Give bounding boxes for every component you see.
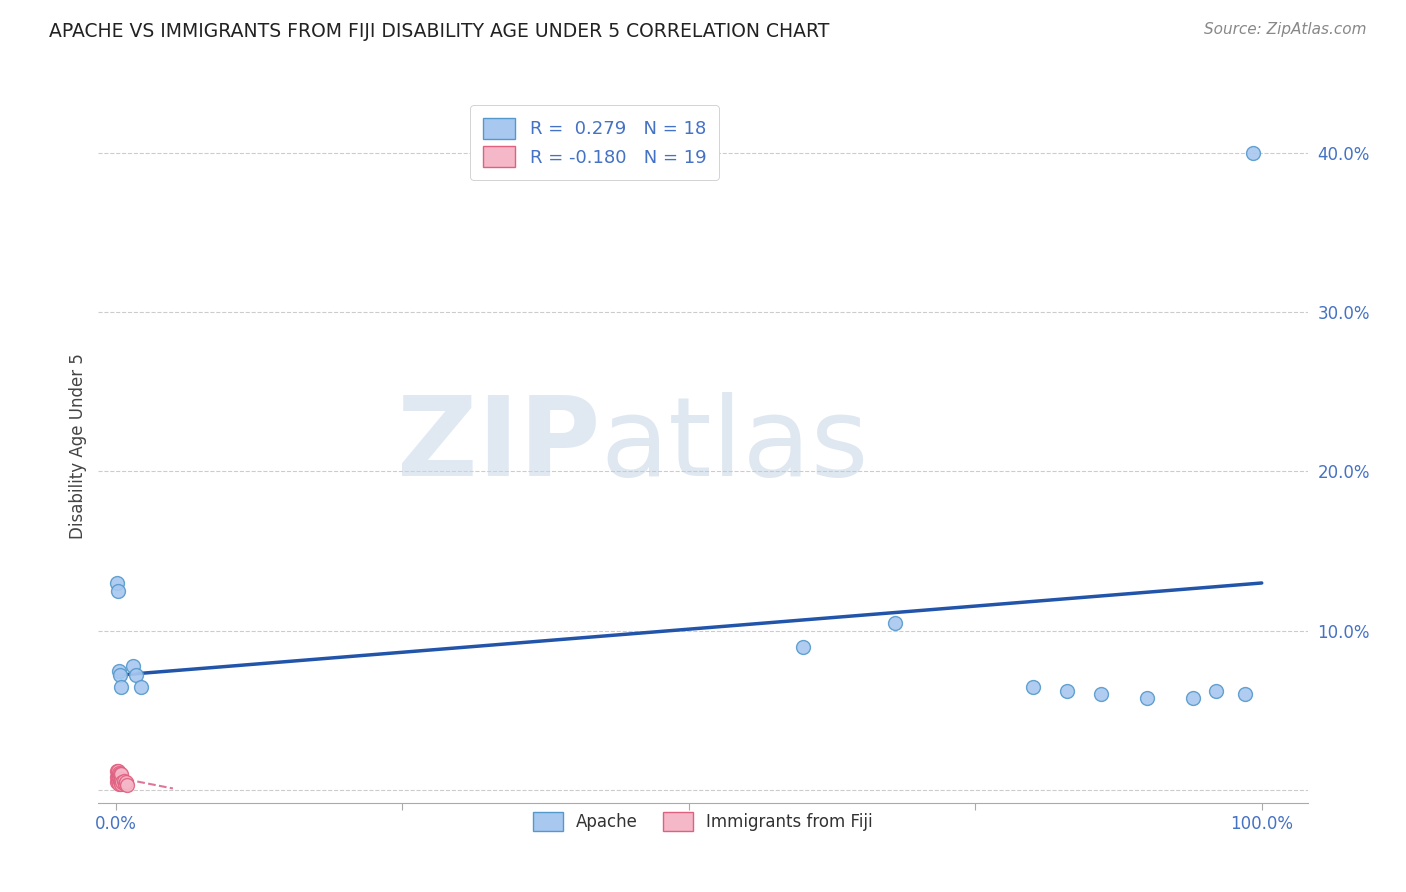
Y-axis label: Disability Age Under 5: Disability Age Under 5 xyxy=(69,353,87,539)
Point xyxy=(1056,684,1078,698)
Text: APACHE VS IMMIGRANTS FROM FIJI DISABILITY AGE UNDER 5 CORRELATION CHART: APACHE VS IMMIGRANTS FROM FIJI DISABILIT… xyxy=(49,22,830,41)
Point xyxy=(105,576,128,591)
Point xyxy=(108,770,131,784)
Point xyxy=(107,764,129,778)
Point xyxy=(129,680,152,694)
Point xyxy=(107,769,129,783)
Point xyxy=(105,775,128,789)
Point xyxy=(107,583,129,598)
Point xyxy=(105,764,128,778)
Legend: Apache, Immigrants from Fiji: Apache, Immigrants from Fiji xyxy=(520,798,886,845)
Text: Source: ZipAtlas.com: Source: ZipAtlas.com xyxy=(1204,22,1367,37)
Point xyxy=(110,680,132,694)
Point xyxy=(108,767,131,781)
Text: ZIP: ZIP xyxy=(396,392,600,500)
Point xyxy=(1181,690,1204,705)
Point xyxy=(108,668,131,682)
Point xyxy=(112,773,135,788)
Text: atlas: atlas xyxy=(600,392,869,500)
Point xyxy=(1233,688,1256,702)
Point xyxy=(1241,145,1264,160)
Point xyxy=(105,770,128,784)
Point xyxy=(108,777,131,791)
Point xyxy=(1021,680,1043,694)
Point xyxy=(108,773,131,788)
Point xyxy=(108,765,131,780)
Point xyxy=(110,772,132,786)
Point xyxy=(108,664,131,678)
Point xyxy=(1090,688,1112,702)
Point xyxy=(884,615,907,630)
Point xyxy=(110,767,132,781)
Point xyxy=(1205,684,1227,698)
Point xyxy=(111,775,134,789)
Point xyxy=(110,777,132,791)
Point xyxy=(125,668,148,682)
Point xyxy=(107,773,129,788)
Point xyxy=(115,778,138,792)
Point xyxy=(1136,690,1159,705)
Point xyxy=(114,777,136,791)
Point xyxy=(792,640,814,654)
Point xyxy=(121,658,143,673)
Point xyxy=(115,775,138,789)
